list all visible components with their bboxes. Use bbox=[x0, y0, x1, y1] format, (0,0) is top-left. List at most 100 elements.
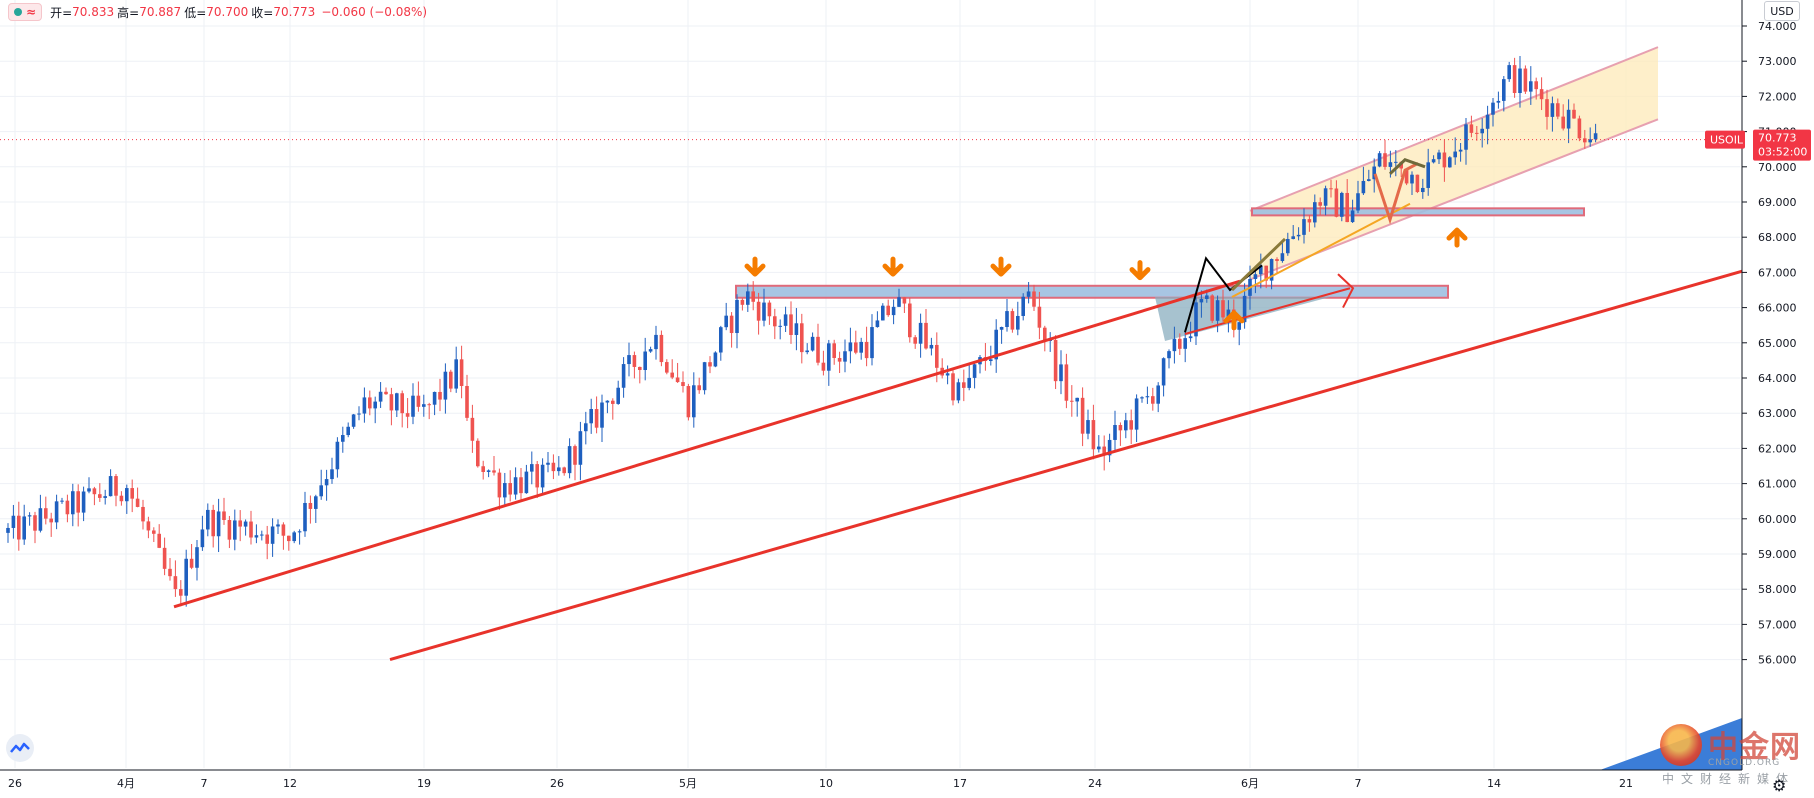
candle bbox=[1194, 290, 1198, 345]
candle bbox=[1329, 179, 1333, 198]
time-tick-label: 26 bbox=[550, 777, 564, 790]
candle bbox=[611, 398, 615, 420]
candle bbox=[1167, 349, 1171, 369]
candle bbox=[1345, 179, 1349, 223]
candle bbox=[1269, 258, 1274, 290]
candle bbox=[459, 345, 464, 399]
candle bbox=[1286, 232, 1290, 256]
price-tick-label: 73.000 bbox=[1758, 55, 1797, 68]
candle bbox=[422, 394, 426, 417]
candle bbox=[908, 297, 912, 343]
candle bbox=[141, 499, 145, 530]
candle bbox=[249, 510, 253, 545]
down-arrow-icon bbox=[1129, 260, 1151, 281]
candle bbox=[211, 504, 215, 548]
candle bbox=[497, 468, 502, 510]
candle bbox=[1086, 409, 1090, 440]
candle bbox=[265, 525, 269, 560]
candle bbox=[1037, 291, 1042, 340]
candle bbox=[924, 309, 928, 350]
zigzag-orange bbox=[1373, 161, 1419, 225]
series-toggle[interactable]: ≈ bbox=[8, 3, 43, 21]
candle bbox=[443, 363, 448, 414]
candle bbox=[551, 454, 556, 480]
time-tick-label: 17 bbox=[953, 777, 967, 790]
candle bbox=[621, 357, 626, 398]
candle bbox=[49, 512, 53, 537]
gear-icon[interactable]: ⚙ bbox=[1772, 776, 1787, 795]
candle bbox=[1415, 174, 1420, 194]
zhongjin-logo-icon bbox=[1660, 724, 1702, 766]
candle bbox=[1475, 125, 1479, 141]
time-tick-label: 19 bbox=[417, 777, 431, 790]
high-label: 高= bbox=[117, 5, 140, 20]
candle bbox=[216, 498, 221, 553]
candle bbox=[702, 361, 707, 395]
candle bbox=[108, 469, 113, 497]
candle bbox=[378, 382, 383, 408]
time-axis[interactable]: 26 4月 7 12 19 26 5月 10 17 24 6月 7 14 21 bbox=[0, 769, 1742, 798]
candle bbox=[1070, 385, 1074, 417]
price-tick-label: 67.000 bbox=[1758, 266, 1797, 279]
candle bbox=[373, 396, 377, 424]
candle bbox=[103, 489, 107, 505]
symbol-badge bbox=[1705, 130, 1745, 149]
price-tick-label: 62.000 bbox=[1758, 442, 1797, 455]
down-arrow-icon bbox=[882, 256, 904, 277]
candle bbox=[184, 549, 188, 607]
candle bbox=[1097, 435, 1101, 453]
candle bbox=[405, 398, 410, 429]
currency-button[interactable]: USD bbox=[1764, 1, 1800, 21]
candle bbox=[956, 378, 961, 404]
candle bbox=[929, 337, 934, 356]
candle bbox=[1134, 394, 1139, 442]
candle bbox=[854, 330, 858, 355]
candle bbox=[983, 343, 988, 371]
candle bbox=[1545, 89, 1549, 130]
candle bbox=[38, 494, 43, 533]
candle bbox=[1016, 301, 1020, 336]
candle bbox=[540, 458, 545, 495]
low-label: 低= bbox=[184, 5, 207, 20]
candle bbox=[1421, 178, 1425, 199]
candle bbox=[1437, 149, 1441, 164]
zigzag-dark-olive bbox=[1388, 158, 1426, 175]
candle bbox=[1480, 118, 1484, 148]
price-tick-label: 58.000 bbox=[1758, 583, 1797, 596]
candle bbox=[1561, 104, 1565, 131]
candle bbox=[713, 351, 718, 368]
price-tick-label: 68.000 bbox=[1758, 231, 1797, 244]
candle bbox=[530, 451, 534, 485]
price-tick-label: 69.000 bbox=[1758, 196, 1797, 209]
candle bbox=[135, 487, 140, 508]
candle bbox=[1161, 357, 1166, 397]
candle bbox=[179, 580, 183, 607]
candle bbox=[76, 484, 80, 527]
price-axis[interactable]: 74.00073.00072.00071.00070.00069.00068.0… bbox=[1705, 0, 1814, 798]
candle bbox=[821, 350, 826, 376]
time-tick-label: 24 bbox=[1088, 777, 1102, 790]
candle bbox=[648, 346, 653, 353]
price-tick-label: 74.000 bbox=[1758, 20, 1797, 33]
tradingview-logo-icon[interactable] bbox=[6, 734, 34, 762]
candle bbox=[1394, 150, 1398, 177]
candle bbox=[233, 509, 237, 551]
candle bbox=[1529, 66, 1533, 105]
candle bbox=[114, 473, 118, 507]
candle bbox=[125, 484, 129, 514]
time-tick-label: 21 bbox=[1619, 777, 1633, 790]
candle bbox=[1302, 208, 1306, 244]
annotation-layer-front bbox=[0, 139, 1751, 770]
candle bbox=[227, 515, 232, 549]
time-tick-label: 7 bbox=[201, 777, 208, 790]
candle bbox=[314, 494, 318, 523]
time-tick-label: 6月 bbox=[1241, 777, 1259, 790]
candle bbox=[357, 406, 361, 421]
candle bbox=[195, 539, 199, 581]
price-tick-label: 57.000 bbox=[1758, 618, 1797, 631]
candle bbox=[508, 470, 512, 502]
watermark-name: 中金网 bbox=[1708, 730, 1801, 765]
candle bbox=[1215, 295, 1220, 333]
breakout-arrow-head bbox=[1337, 273, 1355, 309]
